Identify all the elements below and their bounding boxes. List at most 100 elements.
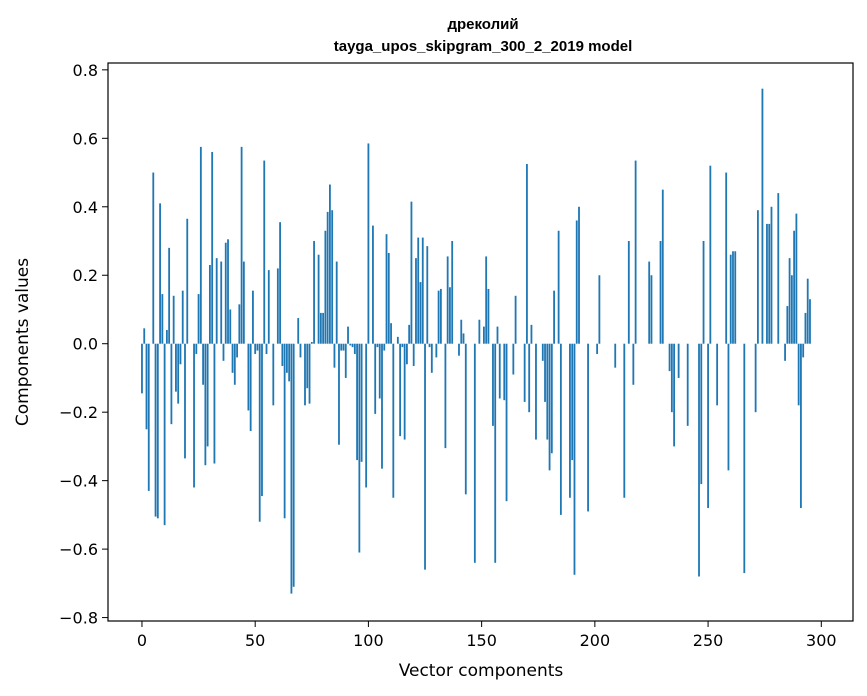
bar-series xyxy=(141,88,811,594)
bar xyxy=(156,343,159,519)
bar xyxy=(430,343,433,373)
bar xyxy=(462,333,465,344)
bar xyxy=(177,343,180,404)
bar xyxy=(238,304,241,344)
bar xyxy=(627,241,630,344)
y-tick-label: 0.0 xyxy=(73,335,98,354)
bar xyxy=(575,220,578,344)
bar xyxy=(546,343,549,440)
x-tick-label: 0 xyxy=(137,631,147,650)
bar xyxy=(802,343,805,358)
bar xyxy=(206,343,209,447)
bar xyxy=(557,230,560,344)
bar xyxy=(193,343,195,488)
bar xyxy=(342,343,345,351)
bar xyxy=(329,184,331,344)
bar xyxy=(365,343,368,488)
y-tick-label: 0.2 xyxy=(73,266,98,285)
bar xyxy=(229,309,232,344)
plot-frame xyxy=(107,62,854,622)
bar xyxy=(421,237,424,344)
bar xyxy=(378,343,381,399)
bar xyxy=(806,278,809,344)
bar xyxy=(184,343,186,459)
y-tick-label: −0.6 xyxy=(59,540,98,559)
y-tick-label: −0.4 xyxy=(59,472,98,491)
bar xyxy=(233,343,236,385)
chart-title: дреколий xyxy=(447,16,518,33)
bar xyxy=(256,343,259,351)
bar xyxy=(247,343,250,411)
bar xyxy=(372,225,374,344)
bar xyxy=(199,146,202,344)
bar xyxy=(770,206,773,344)
bar xyxy=(396,336,399,344)
bar xyxy=(168,247,171,344)
bar xyxy=(709,165,712,344)
bar xyxy=(338,343,340,445)
bar xyxy=(473,343,476,563)
bar xyxy=(659,241,662,344)
bar xyxy=(729,254,732,344)
bar xyxy=(236,343,238,358)
bar xyxy=(267,270,270,344)
bar xyxy=(412,343,415,366)
bar xyxy=(152,172,155,344)
bar xyxy=(804,312,807,344)
bar xyxy=(213,343,216,464)
bar xyxy=(788,258,791,344)
bar xyxy=(553,290,555,344)
bar xyxy=(668,343,671,372)
bar xyxy=(195,343,198,354)
bar xyxy=(254,343,257,354)
bar xyxy=(614,343,617,368)
bar xyxy=(161,294,164,344)
bar xyxy=(503,343,506,401)
chart-subtitle: tayga_upos_skipgram_300_2_2019 model xyxy=(334,38,633,55)
bar xyxy=(424,343,426,570)
bar xyxy=(548,343,551,471)
bar xyxy=(768,223,771,344)
bar xyxy=(535,343,537,440)
bar xyxy=(349,343,352,346)
bar xyxy=(317,254,320,344)
bar xyxy=(172,295,175,344)
bar xyxy=(650,275,653,344)
x-axis-label: Vector components xyxy=(399,661,564,681)
bar xyxy=(326,211,329,344)
bar xyxy=(444,343,447,449)
bar xyxy=(419,282,422,344)
bar xyxy=(406,343,408,365)
bar xyxy=(571,343,574,461)
bar xyxy=(249,343,252,431)
bar xyxy=(673,343,676,447)
bar xyxy=(299,343,302,358)
bar xyxy=(175,343,177,392)
bar xyxy=(281,343,284,366)
bar xyxy=(324,230,327,344)
bar xyxy=(322,312,325,344)
bar xyxy=(435,343,438,358)
bar xyxy=(145,343,148,430)
bar xyxy=(449,287,451,344)
bar xyxy=(512,343,515,375)
bar xyxy=(170,343,173,425)
bar xyxy=(179,343,182,365)
bar xyxy=(333,343,336,368)
x-tick-label: 200 xyxy=(580,631,611,650)
x-tick-label: 250 xyxy=(693,631,724,650)
bar xyxy=(446,256,449,344)
bar xyxy=(700,343,703,485)
bar xyxy=(623,343,626,498)
bar xyxy=(786,306,789,344)
bar xyxy=(523,343,526,402)
bar xyxy=(809,299,811,344)
bar xyxy=(485,256,488,344)
bar xyxy=(670,343,673,413)
bar xyxy=(272,343,275,406)
bar xyxy=(283,343,286,519)
bar xyxy=(143,328,146,344)
bar xyxy=(159,203,161,344)
bar xyxy=(428,343,431,348)
